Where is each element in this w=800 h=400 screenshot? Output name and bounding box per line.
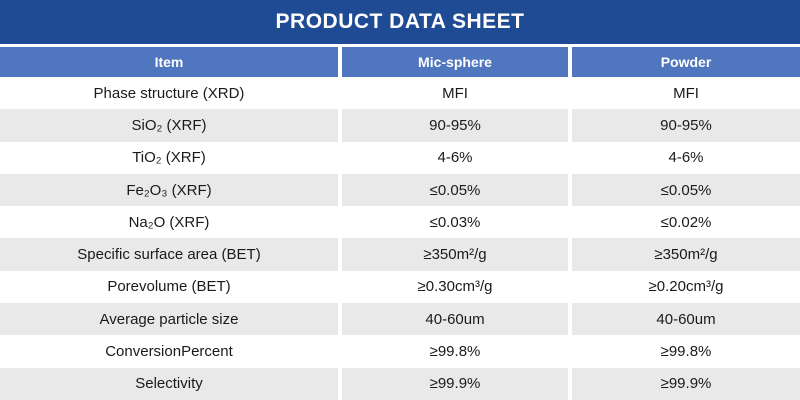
- powder-cell: ≥99.9%: [572, 367, 800, 400]
- title-divider: [0, 44, 800, 47]
- mic-sphere-cell: ≥0.30cm³/g: [342, 270, 568, 304]
- table-row-porevolume: Porevolume (BET) ≥0.30cm³/g ≥0.20cm³/g: [0, 270, 800, 304]
- mic-sphere-cell: 90-95%: [342, 109, 568, 142]
- title-bar: PRODUCT DATA SHEET: [0, 0, 800, 44]
- powder-cell: ≤0.02%: [572, 206, 800, 239]
- powder-cell: ≥0.20cm³/g: [572, 270, 800, 304]
- powder-cell: MFI: [572, 77, 800, 110]
- table-row-phase-structure: Phase structure (XRD) MFI MFI: [0, 77, 800, 110]
- table-row-specific-surface-area: Specific surface area (BET) ≥350m²/g ≥35…: [0, 238, 800, 271]
- mic-sphere-cell: ≥99.9%: [342, 367, 568, 400]
- mic-sphere-cell: ≥350m²/g: [342, 238, 568, 271]
- powder-cell: ≥350m²/g: [572, 238, 800, 271]
- item-cell: Phase structure (XRD): [0, 77, 338, 110]
- item-cell: Na₂O (XRF): [0, 206, 338, 239]
- powder-cell: 4-6%: [572, 141, 800, 174]
- column-header-item: Item: [0, 47, 338, 77]
- table-row-fe2o3: Fe₂O₃ (XRF) ≤0.05% ≤0.05%: [0, 173, 800, 207]
- powder-cell: ≥99.8%: [572, 335, 800, 368]
- powder-cell: 90-95%: [572, 109, 800, 142]
- item-cell: Porevolume (BET): [0, 270, 338, 304]
- mic-sphere-cell: 4-6%: [342, 141, 568, 174]
- table-row-na2o: Na₂O (XRF) ≤0.03% ≤0.02%: [0, 206, 800, 239]
- column-header-mic-sphere: Mic-sphere: [342, 47, 568, 77]
- item-cell: SiO₂ (XRF): [0, 109, 338, 142]
- item-cell: Specific surface area (BET): [0, 238, 338, 271]
- powder-cell: ≤0.05%: [572, 173, 800, 207]
- mic-sphere-cell: ≥99.8%: [342, 335, 568, 368]
- mic-sphere-cell: ≤0.05%: [342, 173, 568, 207]
- item-cell: Selectivity: [0, 367, 338, 400]
- table-row-average-particle-size: Average particle size 40-60um 40-60um: [0, 303, 800, 336]
- item-cell: Fe₂O₃ (XRF): [0, 173, 338, 207]
- mic-sphere-cell: 40-60um: [342, 303, 568, 336]
- table-row-tio2: TiO₂ (XRF) 4-6% 4-6%: [0, 141, 800, 174]
- mic-sphere-cell: ≤0.03%: [342, 206, 568, 239]
- table-row-conversion-percent: ConversionPercent ≥99.8% ≥99.8%: [0, 335, 800, 368]
- column-header-powder: Powder: [572, 47, 800, 77]
- mic-sphere-cell: MFI: [342, 77, 568, 110]
- table-row-sio2: SiO₂ (XRF) 90-95% 90-95%: [0, 109, 800, 142]
- powder-cell: 40-60um: [572, 303, 800, 336]
- table-header-row: Item Mic-sphere Powder: [0, 47, 800, 77]
- item-cell: Average particle size: [0, 303, 338, 336]
- page-title: PRODUCT DATA SHEET: [275, 10, 525, 33]
- table-row-selectivity: Selectivity ≥99.9% ≥99.9%: [0, 367, 800, 400]
- item-cell: ConversionPercent: [0, 335, 338, 368]
- item-cell: TiO₂ (XRF): [0, 141, 338, 174]
- table-body: Phase structure (XRD) MFI MFI SiO₂ (XRF)…: [0, 77, 800, 400]
